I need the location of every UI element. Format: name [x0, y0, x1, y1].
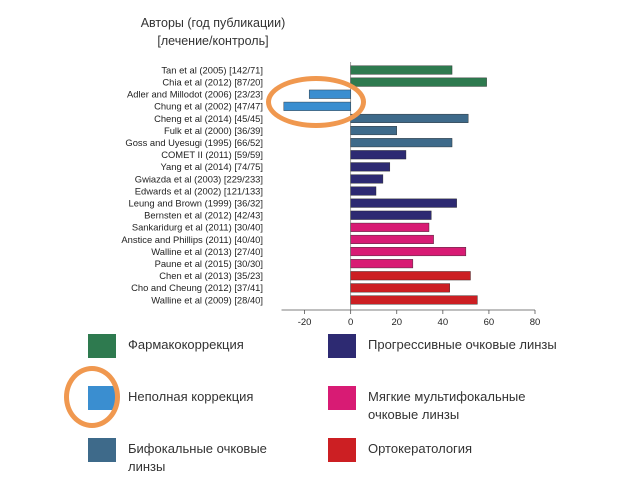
- bar-chart: Авторы (год публикации) [лечение/контрол…: [121, 16, 541, 328]
- category-label: Chung et al (2002) [47/47]: [154, 101, 263, 112]
- chart-title: Авторы (год публикации): [141, 16, 286, 30]
- category-label: Yang et al (2014) [74/75]: [160, 161, 263, 172]
- legend-label: Неполная коррекция: [128, 389, 254, 404]
- bar-9: [350, 174, 384, 184]
- legend-item-bifocal: Бифокальные очковые линзы: [88, 438, 298, 476]
- x-tick-label: 80: [530, 317, 541, 328]
- legend-label: Прогрессивные очковые линзы: [368, 337, 557, 352]
- legend-swatch: [328, 334, 356, 358]
- bar-4: [350, 113, 469, 123]
- x-tick-label: 40: [438, 317, 449, 328]
- legend-item-progressive: Прогрессивные очковые линзы: [328, 334, 568, 358]
- category-label: Fulk et al (2000) [36/39]: [164, 125, 263, 136]
- bar-0: [350, 65, 453, 75]
- category-label: Gwiazda et al (2003) [229/233]: [135, 173, 263, 184]
- bar-7: [350, 150, 407, 160]
- x-tick-label: 60: [484, 317, 495, 328]
- category-label: Walline et al (2013) [27/40]: [151, 246, 263, 257]
- legend-swatch: [88, 438, 116, 462]
- category-label: COMET II (2011) [59/59]: [161, 149, 263, 160]
- bar-19: [350, 295, 478, 305]
- legend-item-under-correction: Неполная коррекция: [88, 386, 253, 410]
- legend-item-orthokeratology: Ортокератология: [328, 438, 472, 462]
- bar-15: [350, 247, 467, 257]
- category-label: Cheng et al (2014) [45/45]: [154, 113, 263, 124]
- bar-14: [350, 234, 434, 244]
- legend-label: Мягкие мультифокальные очковые линзы: [368, 389, 526, 422]
- bar-16: [350, 259, 414, 269]
- legend-label: Фармакокоррекция: [128, 337, 244, 352]
- category-label: Adler and Millodot (2006) [23/23]: [127, 89, 263, 100]
- category-label: Chia et al (2012) [87/20]: [162, 76, 263, 87]
- bar-10: [350, 186, 377, 196]
- legend-swatch: [328, 386, 356, 410]
- category-label: Goss and Uyesugi (1995) [66/52]: [125, 137, 263, 148]
- chart-subtitle: [лечение/контроль]: [157, 34, 268, 48]
- bar-11: [350, 198, 457, 208]
- x-tick-label: 0: [348, 317, 353, 328]
- category-label: Cho and Cheung (2012) [37/41]: [131, 282, 263, 293]
- category-label: Bernsten et al (2012) [42/43]: [144, 210, 263, 221]
- x-tick-label: -20: [298, 317, 312, 328]
- bar-12: [350, 210, 432, 220]
- legend-item-multifocal-soft: Мягкие мультифокальные очковые линзы: [328, 386, 568, 424]
- bar-13: [350, 222, 430, 232]
- bar-2: [308, 89, 351, 99]
- bar-18: [350, 283, 450, 293]
- legend-swatch: [328, 438, 356, 462]
- bar-17: [350, 271, 471, 281]
- category-label: Leung and Brown (1999) [36/32]: [129, 197, 263, 208]
- category-label: Edwards et al (2002) [121/133]: [135, 185, 263, 196]
- bar-5: [350, 126, 397, 136]
- bar-8: [350, 162, 391, 172]
- x-tick-label: 20: [391, 317, 402, 328]
- category-label: Walline et al (2009) [28/40]: [151, 294, 263, 305]
- bar-1: [350, 77, 487, 87]
- category-label: Chen et al (2013) [35/23]: [159, 270, 263, 281]
- category-label: Anstice and Phillips (2011) [40/40]: [121, 234, 263, 245]
- legend-swatch: [88, 386, 116, 410]
- legend-label: Бифокальные очковые линзы: [128, 441, 267, 474]
- bar-6: [350, 138, 453, 148]
- bar-3: [283, 101, 351, 111]
- category-label: Paune et al (2015) [30/30]: [155, 258, 263, 269]
- legend-label: Ортокератология: [368, 441, 473, 456]
- category-label: Sankaridurg et al (2011) [30/40]: [132, 222, 263, 233]
- category-label: Tan et al (2005) [142/71]: [161, 64, 263, 75]
- legend-swatch: [88, 334, 116, 358]
- legend-item-pharmacological: Фармакокоррекция: [88, 334, 244, 358]
